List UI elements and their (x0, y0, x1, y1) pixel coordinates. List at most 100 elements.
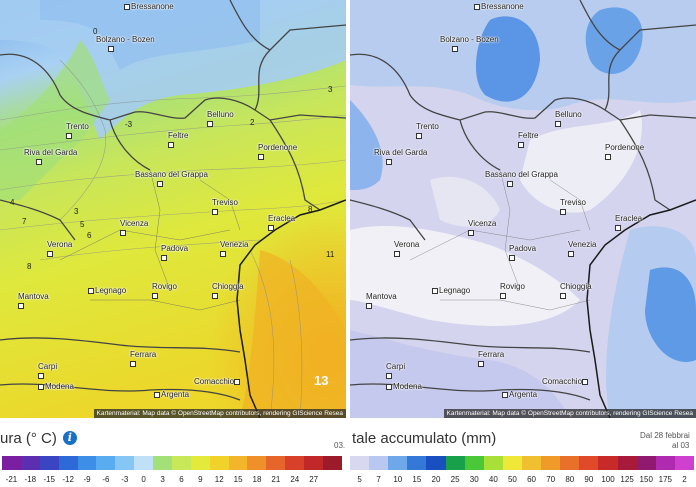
city-label: Bressanone (474, 2, 524, 11)
scale-tick-label: 21 (271, 475, 281, 484)
city-label: Legnago (88, 286, 126, 295)
scale-swatch (350, 456, 370, 470)
scale-tick-label: 70 (546, 475, 556, 484)
scale-swatch (655, 456, 675, 470)
city-label: Ferrara (130, 350, 156, 368)
city-label: Riva del Garda (374, 148, 427, 166)
scale-swatch (502, 456, 522, 470)
precipitation-scale-ticks: 5 7 10 15 20 25 30 40 50 60 70 80 90 100 125 150 175 2 (350, 475, 694, 485)
isotherm-label: 8 (308, 205, 313, 214)
city-label: Comacchio (194, 377, 241, 386)
scale-tick-label: -21 (5, 475, 18, 484)
scale-tick-label: 6 (179, 475, 184, 484)
isotherm-label: 13 (314, 373, 329, 388)
temperature-map[interactable]: 0 -3 3 2 4 3 5 6 7 8 8 11 13 Bressanone … (0, 0, 346, 418)
scale-swatch (426, 456, 446, 470)
city-label: Treviso (560, 198, 586, 216)
city-label: Argenta (502, 390, 537, 399)
temperature-legend-title: ura (° C) i (0, 430, 77, 447)
precipitation-legend-date-end: al 03 (672, 441, 690, 450)
scale-tick-label: 90 (584, 475, 594, 484)
scale-swatch (285, 456, 304, 470)
scale-tick-label: 175 (658, 475, 673, 484)
scale-swatch (617, 456, 637, 470)
scale-swatch (483, 456, 503, 470)
city-label: Venezia (568, 240, 596, 258)
city-label: Feltre (168, 131, 188, 149)
scale-swatch (228, 456, 248, 470)
isotherm-label: 0 (93, 27, 98, 36)
scale-swatch (407, 456, 427, 470)
city-label: Pordenone (258, 143, 297, 161)
scale-swatch (247, 456, 267, 470)
scale-tick-label: -15 (43, 475, 55, 484)
city-label: Chioggia (212, 282, 244, 300)
scale-swatch (560, 456, 580, 470)
scale-swatch (115, 456, 135, 470)
scale-swatch (674, 456, 694, 470)
scale-swatch (598, 456, 618, 470)
scale-tick-label: 125 (620, 475, 634, 484)
scale-swatch (77, 456, 97, 470)
info-icon[interactable]: i (62, 431, 77, 445)
city-label: Modena (38, 382, 74, 391)
city-label: Vicenza (120, 219, 148, 237)
city-label: Belluno (207, 110, 234, 128)
scale-swatch (266, 456, 286, 470)
scale-tick-label: -6 (102, 475, 110, 484)
temperature-color-scale (2, 456, 342, 470)
scale-tick-label: 150 (639, 475, 653, 484)
temperature-field (0, 0, 346, 418)
isotherm-label: 11 (326, 250, 335, 259)
precipitation-color-scale (350, 456, 694, 470)
city-label: Eraclea (615, 214, 642, 232)
scale-swatch (636, 456, 656, 470)
scale-tick-label: 15 (233, 475, 243, 484)
scale-swatch (521, 456, 542, 470)
scale-tick-label: 25 (450, 475, 460, 484)
map-attribution: Kartenmaterial: Map data © OpenStreetMap… (443, 409, 696, 418)
scale-tick-label: 24 (290, 475, 300, 484)
scale-tick-label: 3 (160, 475, 165, 484)
city-label: Modena (386, 382, 422, 391)
scale-tick-label: 2 (682, 475, 687, 484)
scale-tick-label: 10 (393, 475, 403, 484)
scale-swatch (369, 456, 389, 470)
scale-tick-label: 100 (601, 475, 615, 484)
scale-swatch (322, 456, 342, 470)
city-label: Legnago (432, 286, 470, 295)
precipitation-legend-date-start: Dal 28 febbrai (640, 431, 690, 440)
city-label: Bressanone (124, 2, 174, 11)
isotherm-label: 2 (250, 118, 255, 127)
scale-tick-label: 60 (527, 475, 536, 484)
city-label: Comacchio (542, 377, 589, 386)
precipitation-legend-title: tale accumulato (mm) (352, 430, 497, 447)
scale-swatch (171, 456, 191, 470)
city-label: Ferrara (478, 350, 504, 368)
scale-tick-label: 20 (431, 475, 441, 484)
scale-swatch (541, 456, 561, 470)
scale-tick-label: -3 (121, 475, 129, 484)
temperature-legend-date: 03. (334, 441, 346, 450)
city-label: Vicenza (468, 219, 496, 237)
scale-tick-label: 12 (214, 475, 224, 484)
isotherm-label: 6 (87, 231, 92, 240)
scale-swatch (39, 456, 59, 470)
precipitation-field (350, 0, 696, 418)
map-attribution: Kartenmaterial: Map data © OpenStreetMap… (93, 409, 346, 418)
scale-tick-label: -9 (83, 475, 91, 484)
scale-swatch (153, 456, 172, 470)
scale-swatch (209, 456, 229, 470)
scale-tick-label: 7 (376, 475, 381, 484)
scale-swatch (579, 456, 599, 470)
scale-tick-label: 0 (141, 475, 146, 484)
city-label: Verona (394, 240, 419, 258)
city-label: Treviso (212, 198, 238, 216)
city-label: Mantova (18, 292, 49, 310)
isotherm-label: 4 (10, 198, 15, 207)
precipitation-map[interactable]: Bressanone Bolzano - Bozen Trento Riva d… (350, 0, 696, 418)
city-label: Padova (161, 244, 188, 262)
city-label: Eraclea (268, 214, 295, 232)
city-label: Padova (509, 244, 536, 262)
scale-swatch (464, 456, 484, 470)
